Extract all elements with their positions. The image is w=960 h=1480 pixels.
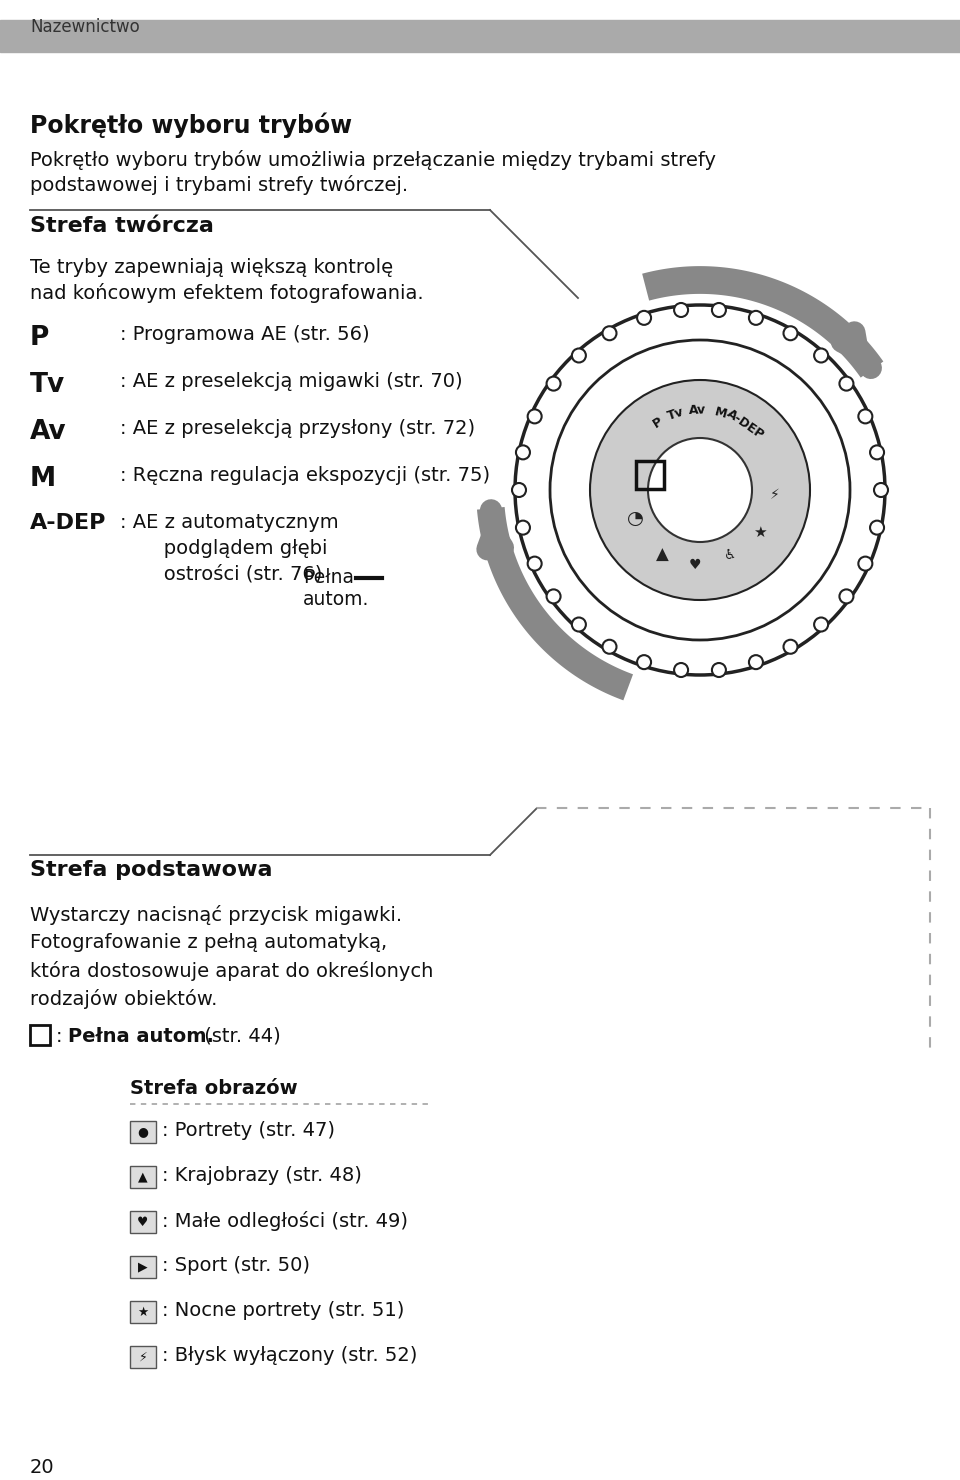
Circle shape <box>839 589 853 604</box>
Text: rodzajów obiektów.: rodzajów obiektów. <box>30 989 217 1009</box>
Text: : Krajobrazy (str. 48): : Krajobrazy (str. 48) <box>162 1166 362 1185</box>
Text: podstawowej i trybami strefy twórczej.: podstawowej i trybami strefy twórczej. <box>30 175 408 195</box>
Text: ◔: ◔ <box>627 509 643 527</box>
Bar <box>130 1166 156 1188</box>
Circle shape <box>546 589 561 604</box>
Circle shape <box>546 376 561 391</box>
Text: Fotografowanie z pełną automatyką,: Fotografowanie z pełną automatyką, <box>30 932 387 952</box>
Text: Nazewnictwo: Nazewnictwo <box>30 18 140 36</box>
Circle shape <box>637 656 651 669</box>
Circle shape <box>528 556 541 571</box>
Circle shape <box>512 482 526 497</box>
Text: : AE z preselekcją migawki (str. 70): : AE z preselekcją migawki (str. 70) <box>120 371 463 391</box>
Circle shape <box>712 663 726 676</box>
Circle shape <box>870 521 884 534</box>
Text: : Programowa AE (str. 56): : Programowa AE (str. 56) <box>120 326 370 343</box>
Text: : Sport (str. 50): : Sport (str. 50) <box>162 1257 310 1274</box>
Text: Te tryby zapewniają większą kontrolę: Te tryby zapewniają większą kontrolę <box>30 258 394 277</box>
Circle shape <box>749 311 763 324</box>
Text: Tv: Tv <box>665 406 685 423</box>
Circle shape <box>783 326 798 340</box>
Text: P: P <box>650 414 665 431</box>
Bar <box>130 1257 156 1279</box>
Circle shape <box>528 410 541 423</box>
Circle shape <box>858 410 873 423</box>
Circle shape <box>515 305 885 675</box>
Bar <box>636 460 664 488</box>
Text: ⚡: ⚡ <box>770 488 780 502</box>
Circle shape <box>783 639 798 654</box>
Circle shape <box>590 380 810 599</box>
Text: : Małe odległości (str. 49): : Małe odległości (str. 49) <box>162 1211 408 1231</box>
Text: Av: Av <box>30 419 66 445</box>
Circle shape <box>870 445 884 459</box>
Circle shape <box>603 639 616 654</box>
Text: Strefa podstawowa: Strefa podstawowa <box>30 860 273 881</box>
Text: ♥: ♥ <box>688 558 701 571</box>
Circle shape <box>550 340 850 639</box>
Bar <box>130 1120 156 1143</box>
Text: A-DEP: A-DEP <box>725 407 767 443</box>
Text: ▲: ▲ <box>656 546 668 564</box>
Text: P: P <box>30 326 49 351</box>
Circle shape <box>839 376 853 391</box>
Text: Wystarczy nacisnąć przycisk migawki.: Wystarczy nacisnąć przycisk migawki. <box>30 904 402 925</box>
Text: Pokrętło wyboru trybów: Pokrętło wyboru trybów <box>30 112 352 138</box>
Text: ♥: ♥ <box>137 1215 149 1228</box>
Text: ⚡: ⚡ <box>138 1350 148 1363</box>
Text: ▶: ▶ <box>138 1261 148 1273</box>
Bar <box>0 21 960 52</box>
Circle shape <box>572 348 586 363</box>
Text: 20: 20 <box>30 1458 55 1477</box>
Text: Pełna: Pełna <box>303 568 354 588</box>
Circle shape <box>749 656 763 669</box>
Circle shape <box>674 663 688 676</box>
Circle shape <box>874 482 888 497</box>
Bar <box>130 1345 156 1368</box>
Circle shape <box>814 348 828 363</box>
Text: nad końcowym efektem fotografowania.: nad końcowym efektem fotografowania. <box>30 283 423 303</box>
Circle shape <box>516 521 530 534</box>
Text: M: M <box>30 466 56 491</box>
Circle shape <box>712 303 726 317</box>
Circle shape <box>648 438 752 542</box>
Circle shape <box>814 617 828 632</box>
Bar <box>130 1211 156 1233</box>
Text: autom.: autom. <box>303 591 370 608</box>
Text: ▲: ▲ <box>138 1171 148 1184</box>
Text: : Nocne portrety (str. 51): : Nocne portrety (str. 51) <box>162 1301 404 1320</box>
Circle shape <box>674 303 688 317</box>
Text: : AE z preselekcją przysłony (str. 72): : AE z preselekcją przysłony (str. 72) <box>120 419 475 438</box>
Text: :: : <box>56 1027 69 1046</box>
Text: ★: ★ <box>137 1305 149 1319</box>
Text: : Błysk wyłączony (str. 52): : Błysk wyłączony (str. 52) <box>162 1345 418 1365</box>
Circle shape <box>858 556 873 571</box>
Text: A-DEP: A-DEP <box>30 514 107 533</box>
Text: : AE z automatycznym: : AE z automatycznym <box>120 514 339 531</box>
Text: która dostosowuje aparat do określonych: która dostosowuje aparat do określonych <box>30 961 433 981</box>
Text: Pokrętło wyboru trybów umożliwia przełączanie między trybami strefy: Pokrętło wyboru trybów umożliwia przełąc… <box>30 149 716 170</box>
Text: Strefa twórcza: Strefa twórcza <box>30 216 214 235</box>
Text: : Portrety (str. 47): : Portrety (str. 47) <box>162 1120 335 1140</box>
Text: Pełna autom.: Pełna autom. <box>68 1027 214 1046</box>
Text: M: M <box>713 406 729 420</box>
Text: Av: Av <box>688 403 706 417</box>
Text: ostrości (str. 76): ostrości (str. 76) <box>120 565 323 585</box>
Bar <box>130 1301 156 1323</box>
Circle shape <box>603 326 616 340</box>
Text: Strefa obrazów: Strefa obrazów <box>130 1079 298 1098</box>
Text: ♿: ♿ <box>724 548 736 562</box>
Bar <box>30 1026 50 1045</box>
Text: ★: ★ <box>754 524 767 540</box>
Circle shape <box>572 617 586 632</box>
Text: Tv: Tv <box>30 371 65 398</box>
Text: podglądem głębi: podglądem głębi <box>120 539 327 558</box>
Text: ●: ● <box>137 1125 149 1138</box>
Circle shape <box>637 311 651 324</box>
Circle shape <box>516 445 530 459</box>
Text: : Ręczna regulacja ekspozycji (str. 75): : Ręczna regulacja ekspozycji (str. 75) <box>120 466 491 485</box>
Text: (str. 44): (str. 44) <box>198 1027 280 1046</box>
